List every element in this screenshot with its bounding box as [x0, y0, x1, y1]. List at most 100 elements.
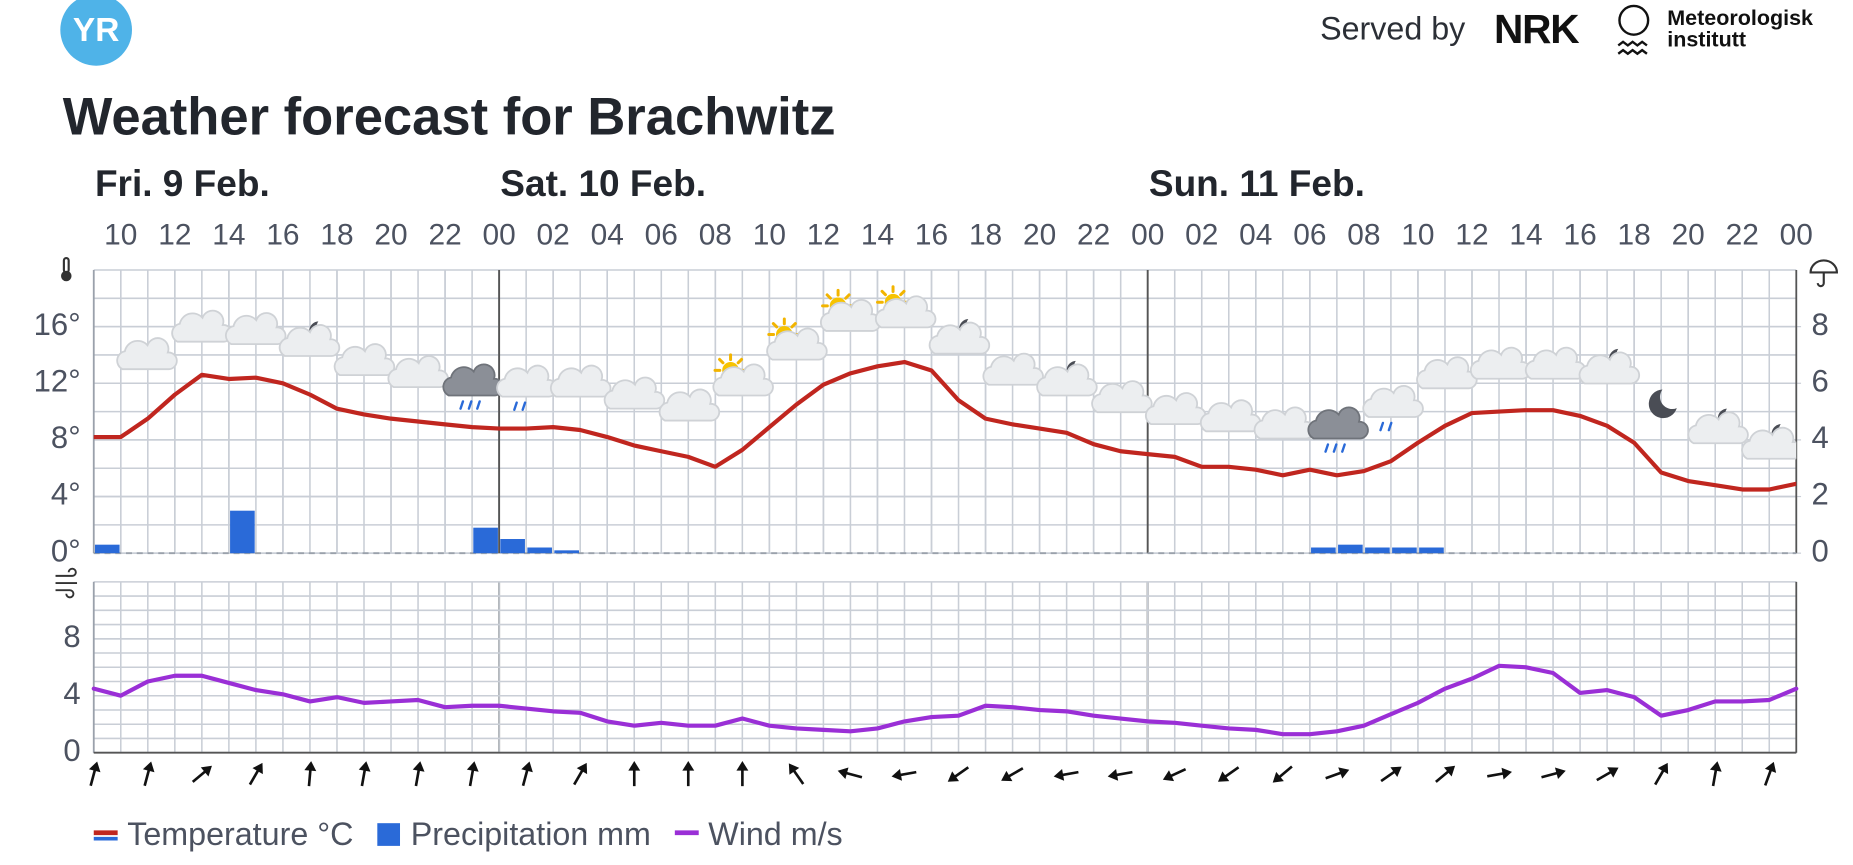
y-tick-label: 16° [34, 307, 81, 342]
wind-arrow [837, 767, 863, 780]
wind-arrow [191, 765, 212, 783]
y2-tick-label: 2 [1812, 477, 1829, 512]
x-tick-label: 12 [807, 218, 840, 251]
day-label: Sun. 11 Feb. [1149, 162, 1365, 204]
cloud-icon [1578, 351, 1641, 385]
day-label: Sat. 10 Feb. [500, 162, 706, 204]
wind-arrow-head [1554, 767, 1566, 780]
x-tick-label: 06 [1293, 218, 1326, 251]
rain-drop [1324, 443, 1330, 453]
wind-arrow [1709, 761, 1722, 787]
x-tick-label: 16 [266, 218, 299, 251]
wind-arrow [1596, 767, 1619, 782]
wind-arrow-head [682, 761, 695, 771]
wind-arrow-head [412, 761, 425, 772]
moon-icon [1648, 389, 1677, 419]
cloud-icon [278, 324, 341, 357]
wind-arrow [1541, 767, 1566, 780]
cloud-icon [766, 327, 828, 361]
wind-arrow [412, 761, 425, 787]
cloud-icon [1307, 406, 1369, 440]
wind-arrow [891, 768, 917, 781]
precipitation-bar [230, 510, 255, 554]
precipitation-bar [500, 539, 525, 554]
precipitation-bar [1365, 547, 1390, 554]
wind-arrow-head [1764, 761, 1777, 773]
wind-arrow [1380, 766, 1402, 783]
wind-arrow-head [304, 761, 317, 772]
wind-arrow-head [1501, 767, 1512, 780]
wind-arrow [736, 761, 749, 787]
precipitation-bar [1311, 547, 1336, 554]
wind-arrow [628, 761, 641, 787]
x-tick-label: 08 [1347, 218, 1380, 251]
met-logo-text[interactable]: Meteorologisk [1667, 6, 1813, 30]
cloud-icon [1469, 346, 1532, 380]
series-line [93, 359, 1797, 492]
rain-drop [521, 401, 527, 411]
y-tick-label: 8 [63, 619, 80, 654]
wind-arrow-head [947, 771, 960, 782]
x-tick-label: 14 [212, 218, 245, 251]
precipitation-bar [527, 547, 552, 554]
y2-tick-label: 6 [1812, 363, 1829, 398]
x-tick-label: 14 [861, 218, 894, 251]
wind-arrow-head [1272, 771, 1284, 783]
wind-arrow-head [1443, 765, 1456, 777]
precipitation-bar [94, 544, 120, 554]
precipitation-bar [1392, 547, 1417, 554]
precipitation-bar [1338, 544, 1363, 554]
x-tick-label: 16 [1563, 218, 1596, 251]
sun-ray [790, 322, 797, 329]
wind-arrow [248, 762, 263, 786]
wind-arrow [1654, 762, 1669, 786]
x-tick-label: 12 [158, 218, 191, 251]
x-tick-label: 04 [591, 218, 624, 251]
x-tick-label: 20 [1023, 218, 1056, 251]
rain-drop [459, 400, 465, 410]
met-logo [1618, 4, 1650, 36]
chart-title: Weather forecast for Brachwitz [63, 88, 836, 147]
wind-arrow-head [252, 762, 263, 775]
sun-ray [880, 289, 887, 297]
wind-arrow-head [1218, 771, 1230, 782]
sun-ray [718, 357, 725, 365]
wind-arrow-head [1053, 768, 1065, 781]
series-line [91, 663, 1799, 737]
wind-arrow-head [1607, 767, 1619, 778]
rain-drop [476, 400, 481, 410]
wind-arrow-head [1107, 768, 1119, 781]
x-tick-label: 10 [1401, 218, 1434, 251]
cloud-icon [1416, 356, 1478, 390]
wind-arrow [682, 761, 695, 787]
yr-logo-text: YR [73, 12, 119, 49]
sun-ray [825, 293, 832, 300]
nrk-logo[interactable]: NRK [1494, 6, 1580, 52]
wind-arrow [1053, 768, 1079, 781]
met-logo-text: institutt [1667, 27, 1746, 51]
yr-logo[interactable] [60, 0, 132, 66]
sun-ray [771, 322, 779, 329]
rain-drop [513, 401, 518, 411]
wind-icon [55, 567, 78, 599]
y2-tick-label: 4 [1812, 420, 1829, 455]
y-tick-label: 8° [51, 420, 81, 455]
wind-arrow-head [1162, 770, 1175, 782]
cloud-icon [658, 388, 721, 422]
wind-arrow-head [1338, 767, 1350, 779]
wind-arrow [1325, 767, 1350, 780]
cloud-icon [225, 312, 287, 345]
wind-arrow [1218, 766, 1240, 782]
wind-arrow-head [358, 761, 371, 772]
legend-label: Precipitation mm [411, 816, 651, 852]
cloud-icon [874, 295, 937, 329]
y2-tick-label: 8 [1812, 307, 1829, 342]
x-tick-label: 04 [1239, 218, 1272, 251]
wind-arrow-head [1657, 762, 1669, 775]
cloud-icon [1036, 363, 1098, 397]
cloud-icon [1144, 392, 1207, 426]
cloud-icon [603, 376, 666, 410]
x-tick-label: 20 [374, 218, 407, 251]
